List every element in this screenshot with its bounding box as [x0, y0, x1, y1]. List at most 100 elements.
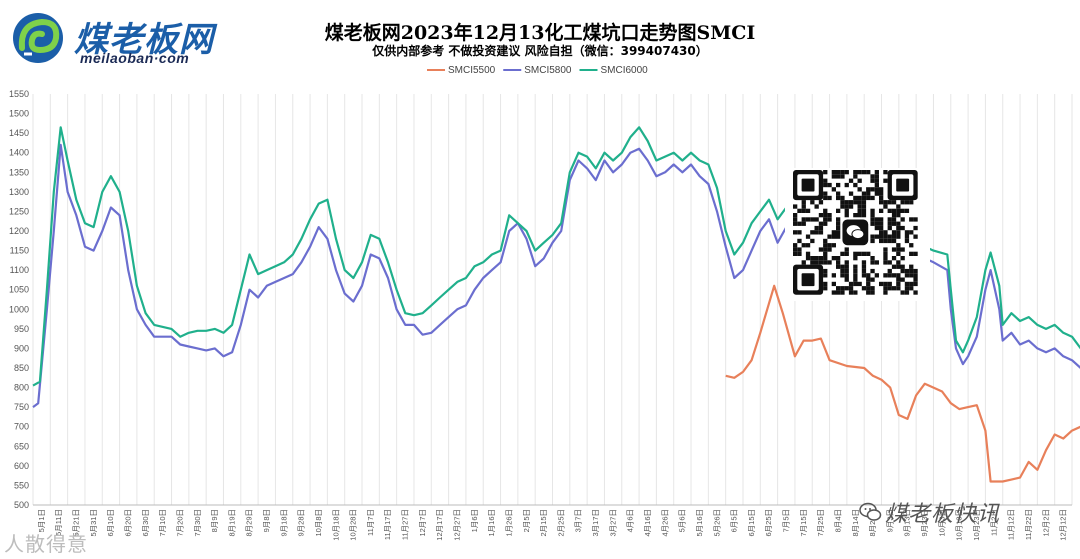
x-tick-label: 3月27日	[608, 509, 617, 537]
qr-module	[805, 234, 811, 239]
qr-module	[861, 286, 867, 291]
qr-module	[887, 281, 892, 287]
x-tick-label: 6月30日	[141, 509, 150, 537]
x-tick-label: 9月18日	[279, 509, 288, 537]
qr-module	[870, 238, 875, 244]
qr-code-icon[interactable]	[785, 168, 930, 301]
x-tick-label: 5月31日	[89, 509, 98, 537]
qr-module	[870, 174, 875, 179]
qr-module	[900, 277, 905, 282]
y-tick-label: 1550	[9, 89, 29, 99]
qr-module	[840, 273, 845, 278]
qr-module	[805, 217, 811, 222]
qr-module	[827, 217, 832, 222]
chart-title: 煤老板网2023年12月13化工煤坑口走势图SMCI	[324, 22, 756, 44]
qr-module	[844, 200, 849, 205]
qr-module	[891, 286, 897, 291]
qr-module	[904, 200, 910, 205]
qr-module	[879, 187, 884, 192]
qr-module	[810, 217, 815, 222]
qr-module	[853, 268, 858, 274]
qr-module	[801, 243, 806, 248]
qr-module	[879, 230, 884, 235]
qr-module	[836, 260, 841, 265]
qr-module	[831, 273, 836, 278]
qr-module	[913, 225, 918, 231]
qr-module	[814, 260, 819, 265]
qr-center-bubble	[851, 229, 865, 240]
qr-module	[870, 256, 875, 261]
x-tick-label: 4月6日	[626, 509, 635, 532]
x-tick-label: 7月25日	[816, 509, 825, 537]
qr-module	[818, 213, 824, 218]
qr-module	[848, 178, 854, 183]
qr-module	[891, 247, 897, 252]
qr-module	[810, 238, 815, 244]
qr-module	[909, 243, 914, 248]
qr-module	[861, 260, 867, 265]
qr-module	[896, 213, 901, 218]
qr-module	[866, 187, 871, 192]
x-tick-label: 6月5日	[730, 509, 739, 532]
qr-module	[900, 256, 905, 261]
qr-module	[896, 286, 901, 291]
qr-module	[853, 170, 858, 175]
qr-module	[866, 195, 871, 201]
qr-module	[857, 178, 862, 183]
qr-module	[823, 260, 828, 265]
qr-module	[853, 290, 858, 295]
qr-module	[853, 174, 858, 179]
qr-module	[797, 230, 802, 235]
qr-module	[883, 286, 888, 291]
qr-module	[827, 213, 832, 218]
qr-module	[904, 208, 910, 213]
x-tick-label: 12月27日	[453, 509, 462, 541]
qr-module	[909, 230, 914, 235]
qr-module	[891, 230, 897, 235]
qr-module	[900, 247, 905, 252]
qr-module	[793, 243, 798, 248]
qr-module	[883, 204, 888, 209]
qr-module	[913, 217, 918, 222]
qr-module	[887, 221, 892, 226]
logo-swirl-icon	[13, 13, 63, 63]
qr-module	[891, 200, 897, 205]
qr-module	[896, 247, 901, 252]
x-tick-label: 10月18日	[331, 509, 340, 541]
qr-module	[904, 268, 910, 274]
qr-module	[891, 217, 897, 222]
qr-module	[818, 225, 824, 231]
qr-module	[840, 290, 845, 295]
qr-module	[823, 247, 828, 252]
qr-module	[909, 200, 914, 205]
qr-module	[840, 195, 845, 201]
qr-module	[896, 225, 901, 231]
qr-module	[823, 221, 828, 226]
qr-finder-core	[896, 178, 910, 192]
qr-module	[793, 213, 798, 218]
qr-module	[909, 286, 914, 291]
qr-module	[870, 260, 875, 265]
qr-module	[844, 277, 849, 282]
x-tick-label: 8月14日	[851, 509, 860, 537]
qr-module	[805, 243, 811, 248]
qr-module	[861, 213, 867, 218]
qr-module	[853, 273, 858, 278]
y-tick-label: 950	[14, 324, 29, 334]
qr-module	[891, 208, 897, 213]
y-tick-label: 1000	[9, 304, 29, 314]
qr-module	[896, 204, 901, 209]
qr-module	[887, 273, 892, 278]
y-tick-label: 600	[14, 461, 29, 471]
qr-module	[857, 204, 862, 209]
qr-finder-core	[801, 273, 815, 287]
qr-module	[896, 273, 901, 278]
y-tick-label: 1450	[9, 128, 29, 138]
qr-module	[904, 234, 910, 239]
qr-module	[848, 286, 854, 291]
qr-module	[793, 204, 798, 209]
x-tick-label: 8月29日	[245, 509, 254, 537]
qr-module	[848, 191, 854, 196]
x-tick-label: 10月8日	[314, 509, 323, 537]
qr-module	[900, 290, 905, 295]
